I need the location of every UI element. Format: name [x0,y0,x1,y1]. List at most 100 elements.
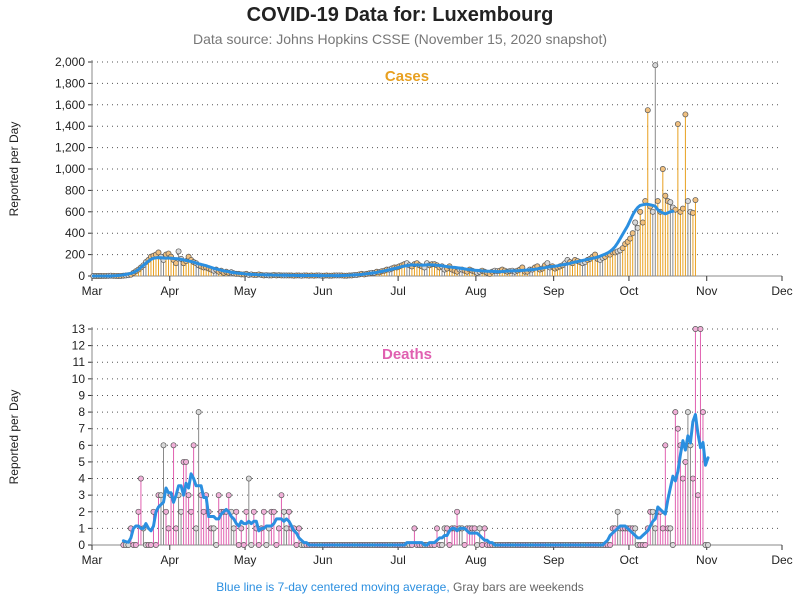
data-point [240,542,247,548]
data-point [178,508,185,515]
data-point [607,542,614,548]
data-point [439,542,445,548]
data-point [471,525,478,532]
y-tick-label: 1,400 [55,119,85,133]
data-point [644,107,651,114]
data-point [270,508,277,515]
y-tick-label: 10 [72,372,86,386]
x-tick-label: Aug [465,553,486,567]
y-tick-label: 3 [78,488,85,502]
data-point [233,508,240,515]
data-point [659,166,666,172]
y-tick-label: 6 [78,438,85,452]
y-tick-label: 4 [78,472,85,486]
x-tick-label: Nov [696,553,717,567]
footer-weekend-note: Gray bars are weekends [453,580,584,594]
data-point [692,326,699,332]
data-point [627,235,634,242]
data-point [705,542,711,548]
data-point [654,198,661,205]
data-point [280,508,287,515]
data-point [286,508,292,515]
data-point [185,492,192,499]
data-point [684,198,691,205]
data-point [173,260,180,267]
moving-average-line [121,413,710,547]
data-point [672,409,679,416]
data-point [170,442,177,449]
data-point [245,475,252,482]
data-point [637,208,644,215]
y-tick-label: 0 [78,269,85,283]
data-point [190,442,197,449]
data-point [474,542,481,548]
data-point [148,542,154,548]
y-tick-label: 200 [65,248,85,262]
data-point [173,525,180,532]
y-tick-label: 1,000 [55,162,85,176]
data-point [411,525,418,532]
data-point [163,508,169,515]
data-point [260,508,267,515]
data-point [689,209,696,216]
data-point [694,492,701,499]
data-point [674,425,681,432]
data-point [614,508,621,515]
data-point [461,542,468,548]
y-tick-label: 9 [78,388,85,402]
y-tick-label: 2,000 [55,55,85,69]
data-point [682,458,689,465]
data-point [682,111,689,118]
figure-footer: Blue line is 7-day centered moving avera… [0,580,800,594]
y-tick-label: 8 [78,405,85,419]
data-point [669,542,676,548]
data-point [235,542,242,548]
data-point [629,230,636,237]
data-point [188,508,195,515]
data-point [230,525,237,532]
data-point [649,508,656,515]
data-point [200,508,207,515]
data-point [132,542,139,548]
data-point [296,525,302,532]
y-tick-label: 12 [72,339,86,353]
data-point [634,224,641,231]
data-point [210,525,217,532]
data-point [632,525,639,532]
footer-moving-average-note: Blue line is 7-day centered moving avera… [216,580,450,594]
y-tick-label: 1,200 [55,141,85,155]
x-tick-label: Jul [390,553,405,567]
data-point [679,475,686,482]
x-tick-label: Nov [696,284,717,298]
y-tick-label: 11 [73,355,86,369]
data-point [255,542,262,548]
x-tick-label: May [234,553,257,567]
data-point [652,62,659,69]
data-point [137,475,144,482]
x-tick-label: Apr [160,284,179,298]
data-point [215,492,222,499]
x-tick-label: Oct [620,284,639,298]
data-point [652,525,659,532]
data-point [667,199,674,206]
data-point [697,326,704,332]
data-point [679,205,686,212]
data-point [454,508,461,515]
y-tick-label: 0 [78,538,85,552]
data-point [275,525,282,532]
y-tick-label: 2 [78,505,85,519]
cases-panel: 0 200 400 600 800 1,000 1,200 1,400 1,600 1,800 2,… [7,55,793,298]
data-point [639,219,646,226]
x-tick-label: Sep [543,284,565,298]
x-tick-label: Mar [82,284,103,298]
y-tick-label: 7 [78,422,85,436]
moving-average-line [91,202,675,278]
data-point [283,525,290,532]
data-point [135,508,142,515]
data-point [243,508,250,515]
data-point [278,492,285,499]
data-point [684,409,691,416]
data-point [248,542,255,548]
data-point [479,542,486,548]
